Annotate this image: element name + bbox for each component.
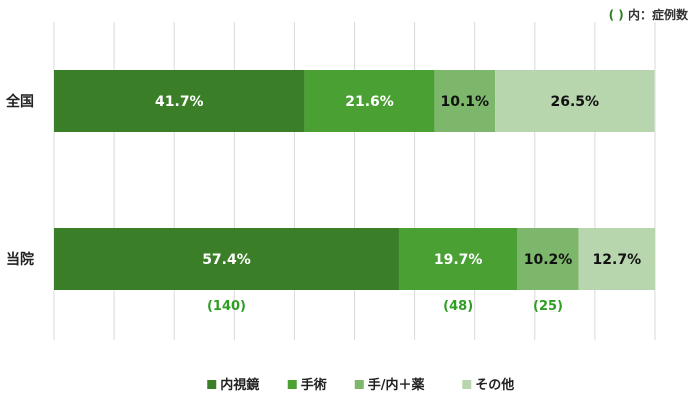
legend-label: その他 — [475, 377, 514, 393]
data-label: 21.6% — [345, 94, 394, 110]
bar-segment — [434, 70, 496, 132]
bar-segment — [54, 70, 305, 132]
category-label: 当院 — [6, 251, 34, 268]
bar-segment — [495, 70, 655, 132]
legend-swatch — [287, 380, 297, 389]
case-count-label: (25) — [533, 299, 563, 314]
data-label: 41.7% — [155, 94, 204, 110]
case-count-note: ( ) 内：症例数 — [609, 6, 688, 23]
data-label: 10.2% — [524, 252, 573, 268]
data-label: 12.7% — [593, 252, 642, 268]
legend-swatch — [354, 380, 364, 389]
case-count-note-text: 内：症例数 — [627, 8, 688, 22]
legend-label: 手術 — [301, 377, 327, 393]
case-count-label: (140) — [207, 299, 246, 314]
legend-swatch — [462, 380, 472, 389]
legend-label: 手/内＋薬 — [368, 377, 426, 393]
bar-segment — [517, 228, 579, 290]
bar-segment — [578, 228, 655, 290]
bar-segment — [398, 228, 518, 290]
data-label: 19.7% — [434, 252, 483, 268]
bar-segment — [304, 70, 435, 132]
category-label: 全国 — [5, 93, 34, 110]
legend-swatch — [207, 380, 217, 389]
data-label: 10.1% — [440, 94, 489, 110]
data-label: 57.4% — [202, 252, 251, 268]
data-label: 26.5% — [550, 94, 599, 110]
bar-segment — [54, 228, 399, 290]
legend-label: 内視鏡 — [220, 377, 259, 393]
case-count-label: (48) — [443, 299, 473, 314]
case-count-note-parens: ( ) — [608, 8, 624, 22]
